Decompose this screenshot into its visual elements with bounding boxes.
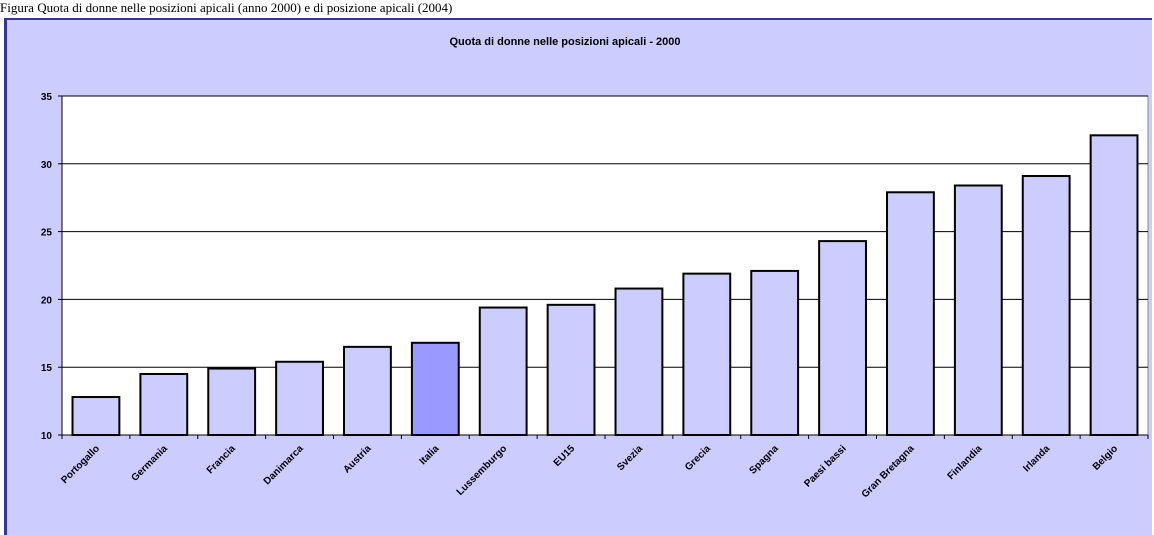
x-tick-label: Gran Bretagna [860, 443, 917, 500]
bar-gran-bretagna [886, 191, 935, 436]
x-tick-label: Francia [205, 443, 238, 476]
x-tick-label: Irlanda [1021, 443, 1052, 474]
bar-austria [343, 345, 392, 436]
bar-paesi-bassi [818, 240, 867, 436]
x-tick-label: Lussemburgo [455, 443, 510, 498]
x-tick-label: Italia [418, 443, 442, 467]
bar-finlandia [953, 184, 1003, 436]
bars [71, 134, 1139, 437]
bar-germania [139, 372, 189, 437]
x-tick-label: Portogallo [59, 443, 102, 486]
x-tick-label: Grecia [683, 443, 713, 473]
y-tick-label: 35 [41, 92, 53, 103]
bar-belgio [1089, 134, 1139, 436]
bar-svezia [614, 287, 664, 436]
chart-frame: Quota di donne nelle posizioni apicali -… [4, 18, 1152, 535]
y-tick-label: 25 [41, 228, 53, 239]
y-tick-label: 20 [41, 295, 53, 306]
bar-danimarca [275, 360, 324, 436]
y-axis: 10 15 20 25 30 35 [41, 92, 63, 442]
figure-caption: Figura Quota di donne nelle posizioni ap… [0, 0, 453, 15]
bar-chart: Quota di donne nelle posizioni apicali -… [41, 36, 1149, 500]
bar-irlanda [1021, 175, 1071, 436]
bar-italia [410, 341, 460, 436]
y-tick-label: 15 [41, 363, 53, 374]
x-tick-label: Germania [130, 443, 171, 484]
x-tick-label: Svezia [615, 443, 645, 473]
y-tick-label: 30 [41, 160, 53, 171]
y-tick-label: 10 [41, 431, 53, 442]
bar-francia [207, 367, 257, 436]
bar-grecia [682, 272, 732, 436]
x-tick-label: Austria [341, 443, 373, 475]
x-tick-label: Danimarca [262, 443, 306, 487]
x-tick-label: Paesi bassi [802, 443, 848, 489]
x-tick-label: Finlandia [946, 443, 985, 482]
bar-lussemburgo [478, 306, 528, 437]
bar-eu15 [546, 303, 596, 436]
x-axis: Portogallo Germania Francia Danimarca Austri… [59, 434, 1149, 500]
bar-portogallo [71, 396, 121, 437]
bar-spagna [750, 269, 800, 436]
x-tick-label: EU15 [552, 443, 578, 469]
chart-title: Quota di donne nelle posizioni apicali -… [449, 36, 680, 48]
x-tick-label: Belgio [1091, 443, 1120, 472]
x-tick-label: Spagna [747, 443, 781, 477]
